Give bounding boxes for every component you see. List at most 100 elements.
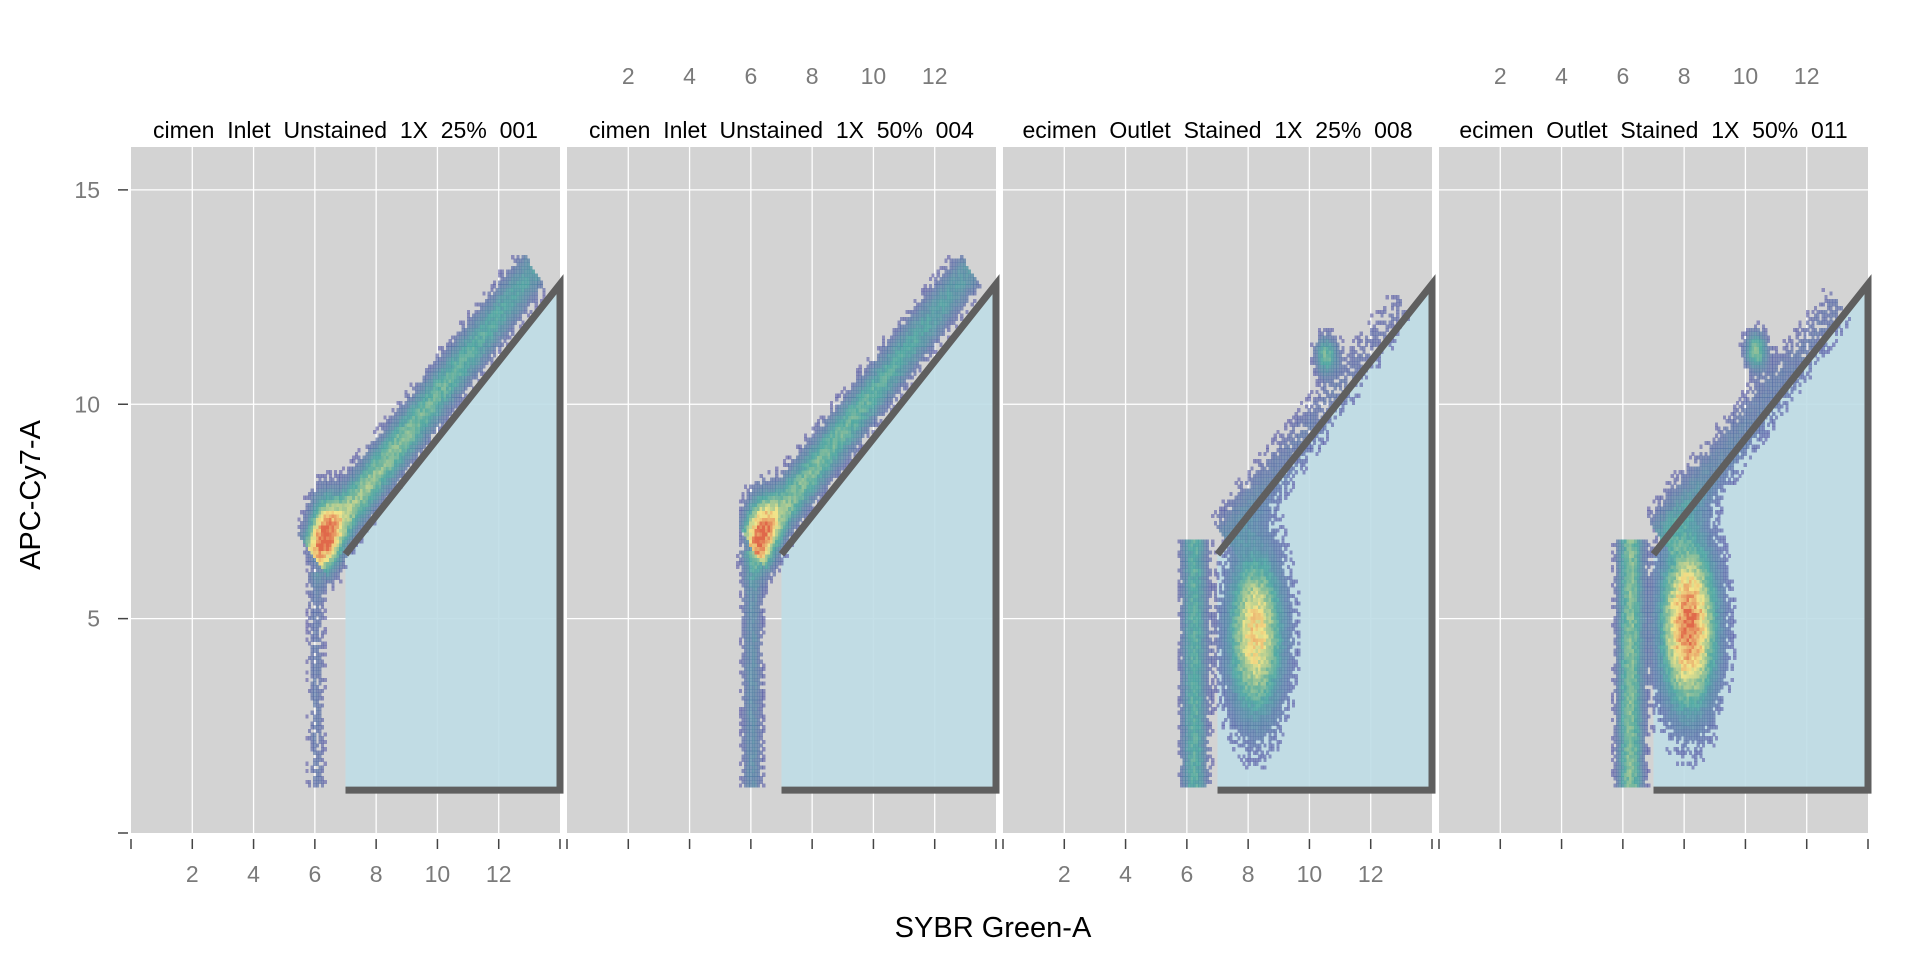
density-cell	[331, 477, 335, 482]
density-cell	[482, 320, 486, 325]
density-cell	[305, 528, 309, 533]
density-cell	[318, 553, 322, 559]
density-cell	[853, 386, 857, 391]
density-cell	[746, 717, 750, 723]
density-cell	[474, 349, 478, 355]
density-cell	[777, 521, 781, 526]
density-cell	[529, 309, 533, 315]
density-cell	[947, 320, 951, 325]
density-cell	[749, 543, 753, 548]
density-cell	[409, 382, 413, 387]
density-cell	[814, 444, 818, 449]
density-cell	[524, 295, 528, 300]
density-cell	[521, 295, 525, 300]
density-cell	[913, 324, 917, 329]
density-cell	[305, 590, 309, 595]
density-cell	[806, 495, 810, 500]
density-cell	[897, 324, 901, 329]
density-cell	[477, 309, 481, 315]
density-cell	[1187, 714, 1191, 719]
density-cell	[357, 448, 361, 453]
density-cell	[816, 422, 821, 427]
density-cell	[902, 353, 906, 358]
density-cell	[749, 604, 753, 610]
density-cell	[822, 481, 826, 486]
density-cell	[1187, 736, 1191, 741]
density-cell	[902, 360, 906, 366]
density-cell	[1193, 739, 1197, 745]
density-cell	[1187, 637, 1191, 642]
density-cell	[472, 320, 476, 325]
density-cell	[315, 575, 319, 581]
density-cell	[772, 477, 776, 482]
density-cell	[741, 495, 745, 500]
density-cell	[822, 455, 826, 460]
density-cell	[801, 462, 805, 468]
density-cell	[744, 659, 748, 664]
density-cell	[365, 462, 369, 468]
density-cell	[448, 386, 452, 391]
density-cell	[305, 510, 309, 515]
density-cell	[957, 298, 961, 304]
density-cell	[876, 422, 880, 427]
density-cell	[816, 448, 821, 453]
density-cell	[472, 331, 476, 336]
density-cell	[326, 535, 330, 540]
density-cell	[526, 287, 530, 293]
density-cell	[1187, 677, 1191, 683]
density-cell	[785, 477, 789, 482]
density-cell	[313, 550, 317, 555]
density-cell	[931, 287, 935, 293]
density-cell	[757, 499, 761, 504]
density-cell	[744, 656, 748, 661]
density-cell	[850, 426, 854, 431]
density-cell	[313, 561, 317, 566]
density-cell	[318, 663, 322, 668]
density-cell	[751, 488, 755, 493]
density-cell	[438, 386, 442, 391]
density-cell	[824, 470, 828, 475]
density-cell	[1180, 590, 1184, 595]
density-cell	[406, 437, 411, 442]
density-cell	[780, 499, 784, 504]
density-cell	[887, 386, 891, 391]
density-cell	[856, 379, 860, 384]
density-cell	[383, 451, 387, 457]
density-cell	[882, 400, 886, 406]
density-cell	[313, 510, 317, 515]
density-cell	[793, 524, 797, 530]
density-cell	[869, 389, 873, 395]
density-cell	[783, 492, 787, 497]
density-cell	[796, 473, 800, 479]
density-cell	[391, 466, 395, 471]
density-cell	[370, 495, 374, 500]
density-cell	[1180, 670, 1184, 675]
density-cell	[840, 404, 844, 409]
density-cell	[897, 375, 901, 380]
density-cell	[1182, 779, 1186, 785]
density-cell	[456, 346, 460, 351]
density-cell	[404, 451, 408, 457]
density-cell	[954, 262, 959, 267]
density-cell	[508, 269, 512, 274]
density-cell	[352, 484, 356, 489]
density-cell	[435, 389, 439, 395]
density-cell	[321, 641, 325, 646]
density-cell	[882, 338, 886, 344]
density-cell	[474, 335, 478, 340]
density-cell	[947, 309, 951, 315]
density-cell	[464, 364, 468, 369]
density-cell	[775, 543, 779, 548]
density-cell	[323, 557, 327, 562]
density-cell	[874, 422, 878, 427]
density-cell	[837, 451, 841, 457]
density-cell	[882, 342, 886, 347]
density-cell	[433, 404, 437, 409]
density-cell	[960, 298, 964, 304]
density-cell	[762, 477, 766, 482]
density-cell	[853, 426, 857, 431]
density-cell	[754, 768, 758, 774]
density-cell	[863, 389, 867, 395]
density-cell	[889, 335, 893, 340]
density-cell	[902, 386, 906, 391]
